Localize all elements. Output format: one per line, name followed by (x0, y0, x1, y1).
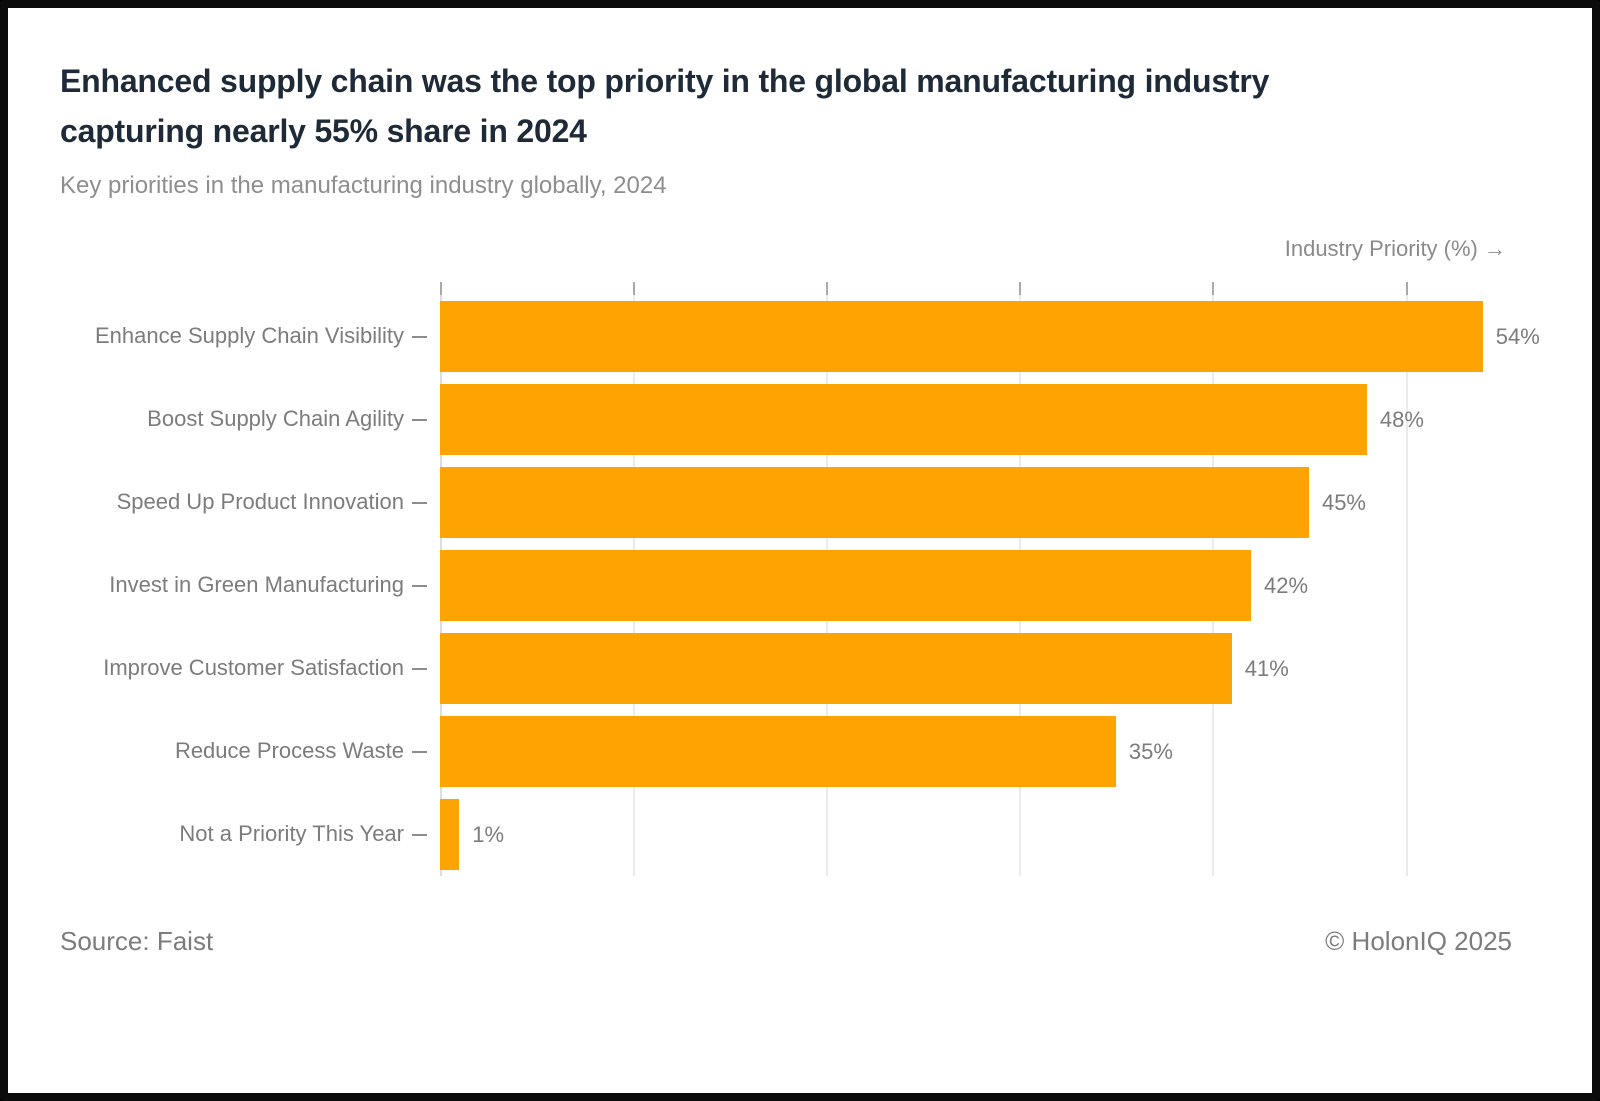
category-label: Enhance Supply Chain Visibility (95, 323, 404, 349)
bar (440, 799, 460, 870)
bar (440, 301, 1483, 372)
category-label: Boost Supply Chain Agility (147, 406, 404, 432)
bar-row: Enhance Supply Chain Visibility 54% (60, 295, 1560, 378)
bar-value-label: 45% (1321, 489, 1366, 515)
category-label: Reduce Process Waste (174, 738, 404, 764)
category-tick (412, 750, 427, 753)
bar-track: 54% (440, 295, 1560, 378)
source-note: Source: Faist (60, 926, 214, 956)
bar (440, 467, 1309, 538)
bar-value-label: 54% (1495, 323, 1540, 349)
bar (440, 633, 1232, 704)
category-tick (412, 501, 427, 504)
bar-row: Not a Priority This Year 1% (60, 793, 1560, 876)
chart-title-line1: Enhanced supply chain was the top priori… (60, 63, 1270, 99)
x-axis-label: Industry Priority (%) → (1284, 236, 1506, 261)
chart-subtitle: Key priorities in the manufacturing indu… (60, 172, 667, 199)
bar-track: 41% (440, 627, 1560, 710)
bar (440, 550, 1252, 621)
category-label: Improve Customer Satisfaction (103, 655, 404, 681)
bar-value-label: 35% (1128, 738, 1173, 764)
bar-track: 48% (440, 378, 1560, 461)
bar (440, 384, 1367, 455)
category-tick (412, 335, 427, 338)
bar-track: 35% (440, 710, 1560, 793)
bar-value-label: 1% (472, 821, 505, 847)
chart-title-line2: capturing nearly 55% share in 2024 (60, 113, 587, 149)
bar-track: 45% (440, 461, 1560, 544)
bar-row: Boost Supply Chain Agility 48% (60, 378, 1560, 461)
bar-chart: Enhance Supply Chain Visibility 54% Boost … (60, 282, 1560, 876)
bar-row: Speed Up Product Innovation 45% (60, 461, 1560, 544)
bar-track: 1% (440, 793, 1560, 876)
category-tick (412, 584, 427, 587)
category-label: Not a Priority This Year (179, 821, 404, 847)
bar-value-label: 42% (1264, 572, 1309, 598)
category-tick (412, 418, 427, 421)
category-label: Speed Up Product Innovation (116, 489, 404, 515)
bar (440, 716, 1116, 787)
bar-value-label: 48% (1379, 406, 1424, 432)
category-label: Invest in Green Manufacturing (109, 572, 404, 598)
axis-tick-50 (1405, 282, 1408, 295)
category-tick (412, 833, 427, 836)
chart-title: Enhanced supply chain was the top priori… (60, 56, 1540, 156)
axis-tick-0 (440, 282, 442, 295)
axis-tick-10 (633, 282, 636, 295)
bar-row: Reduce Process Waste 35% (60, 710, 1560, 793)
category-tick (412, 667, 427, 670)
bar-row: Improve Customer Satisfaction 41% (60, 627, 1560, 710)
axis-tick-40 (1212, 282, 1215, 295)
bar-row: Invest in Green Manufacturing 42% (60, 544, 1560, 627)
copyright-note: © HolonIQ 2025 (1325, 926, 1512, 956)
axis-tick-30 (1019, 282, 1022, 295)
axis-tick-20 (826, 282, 829, 295)
bar-track: 42% (440, 544, 1560, 627)
bar-value-label: 41% (1244, 655, 1289, 681)
